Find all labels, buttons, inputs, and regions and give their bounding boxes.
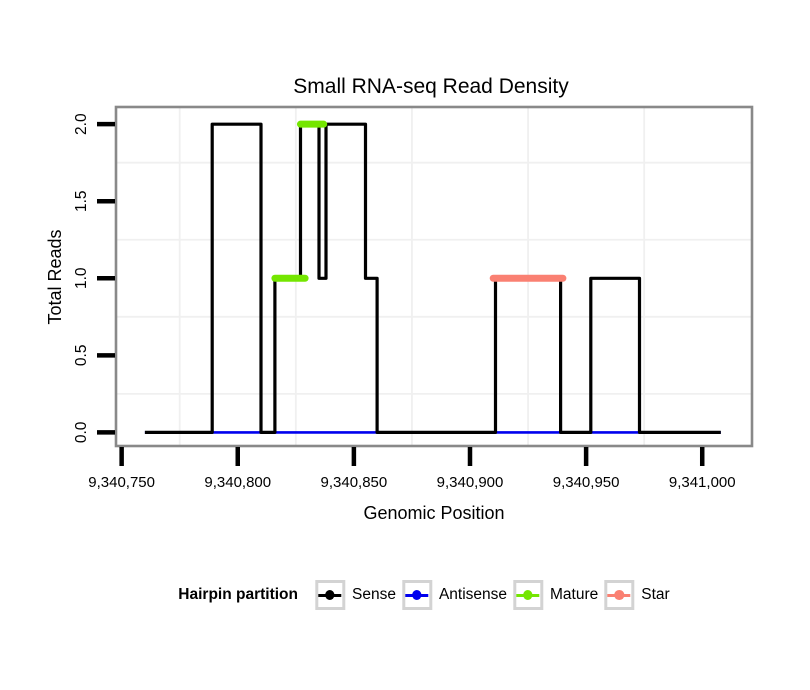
legend: Hairpin partition Sense Antisense Mature <box>178 580 675 610</box>
key-dot <box>412 590 422 600</box>
x-tick-label: 9,341,000 <box>669 474 736 491</box>
legend-item-mature: Mature <box>513 580 598 610</box>
legend-item-label: Mature <box>550 586 599 603</box>
antisense-line-key-icon <box>401 580 432 610</box>
y-tick-label: 1.5 <box>73 190 90 212</box>
x-tick-label: 9,340,850 <box>321 474 388 491</box>
y-tick-label: 1.0 <box>73 267 90 289</box>
mature-line-key-icon <box>513 580 544 610</box>
legend-item-label: Star <box>641 586 670 603</box>
y-tick-label: 0.5 <box>73 345 90 367</box>
series-lines <box>144 120 721 434</box>
x-tick-label: 9,340,900 <box>437 474 504 491</box>
legend-item-label: Antisense <box>438 586 508 603</box>
x-tick-label: 9,340,750 <box>88 474 155 491</box>
y-tick-label: 0.0 <box>73 421 90 443</box>
x-tick-label: 9,340,950 <box>553 474 620 491</box>
y-tick-label: 2.0 <box>73 113 90 135</box>
x-axis-title: Genomic Position <box>363 503 504 523</box>
legend-item-sense: Sense <box>314 580 396 610</box>
x-tick-label: 9,340,800 <box>204 474 271 491</box>
legend-item-label: Sense <box>351 586 396 603</box>
y-axis-title: Total Reads <box>45 229 65 324</box>
key-dot <box>523 590 533 600</box>
read-density-chart: 9,340,750 9,340,800 9,340,850 9,340,900 9,34… <box>45 75 754 523</box>
legend-item-antisense: Antisense <box>401 580 508 610</box>
key-dot <box>614 590 625 600</box>
panel-border <box>114 105 754 448</box>
star-line-key-icon <box>604 580 635 610</box>
series-sense <box>144 122 721 434</box>
panel-background <box>117 108 751 445</box>
legend-item-star: Star <box>604 580 670 610</box>
key-dot <box>325 590 335 600</box>
panel-grid <box>117 108 751 445</box>
legend-title: Hairpin partition <box>178 586 298 603</box>
sense-line-key-icon <box>314 580 345 610</box>
chart-title: Small RNA-seq Read Density <box>293 75 569 98</box>
axes: 9,340,750 9,340,800 9,340,850 9,340,900 9,34… <box>73 113 736 491</box>
